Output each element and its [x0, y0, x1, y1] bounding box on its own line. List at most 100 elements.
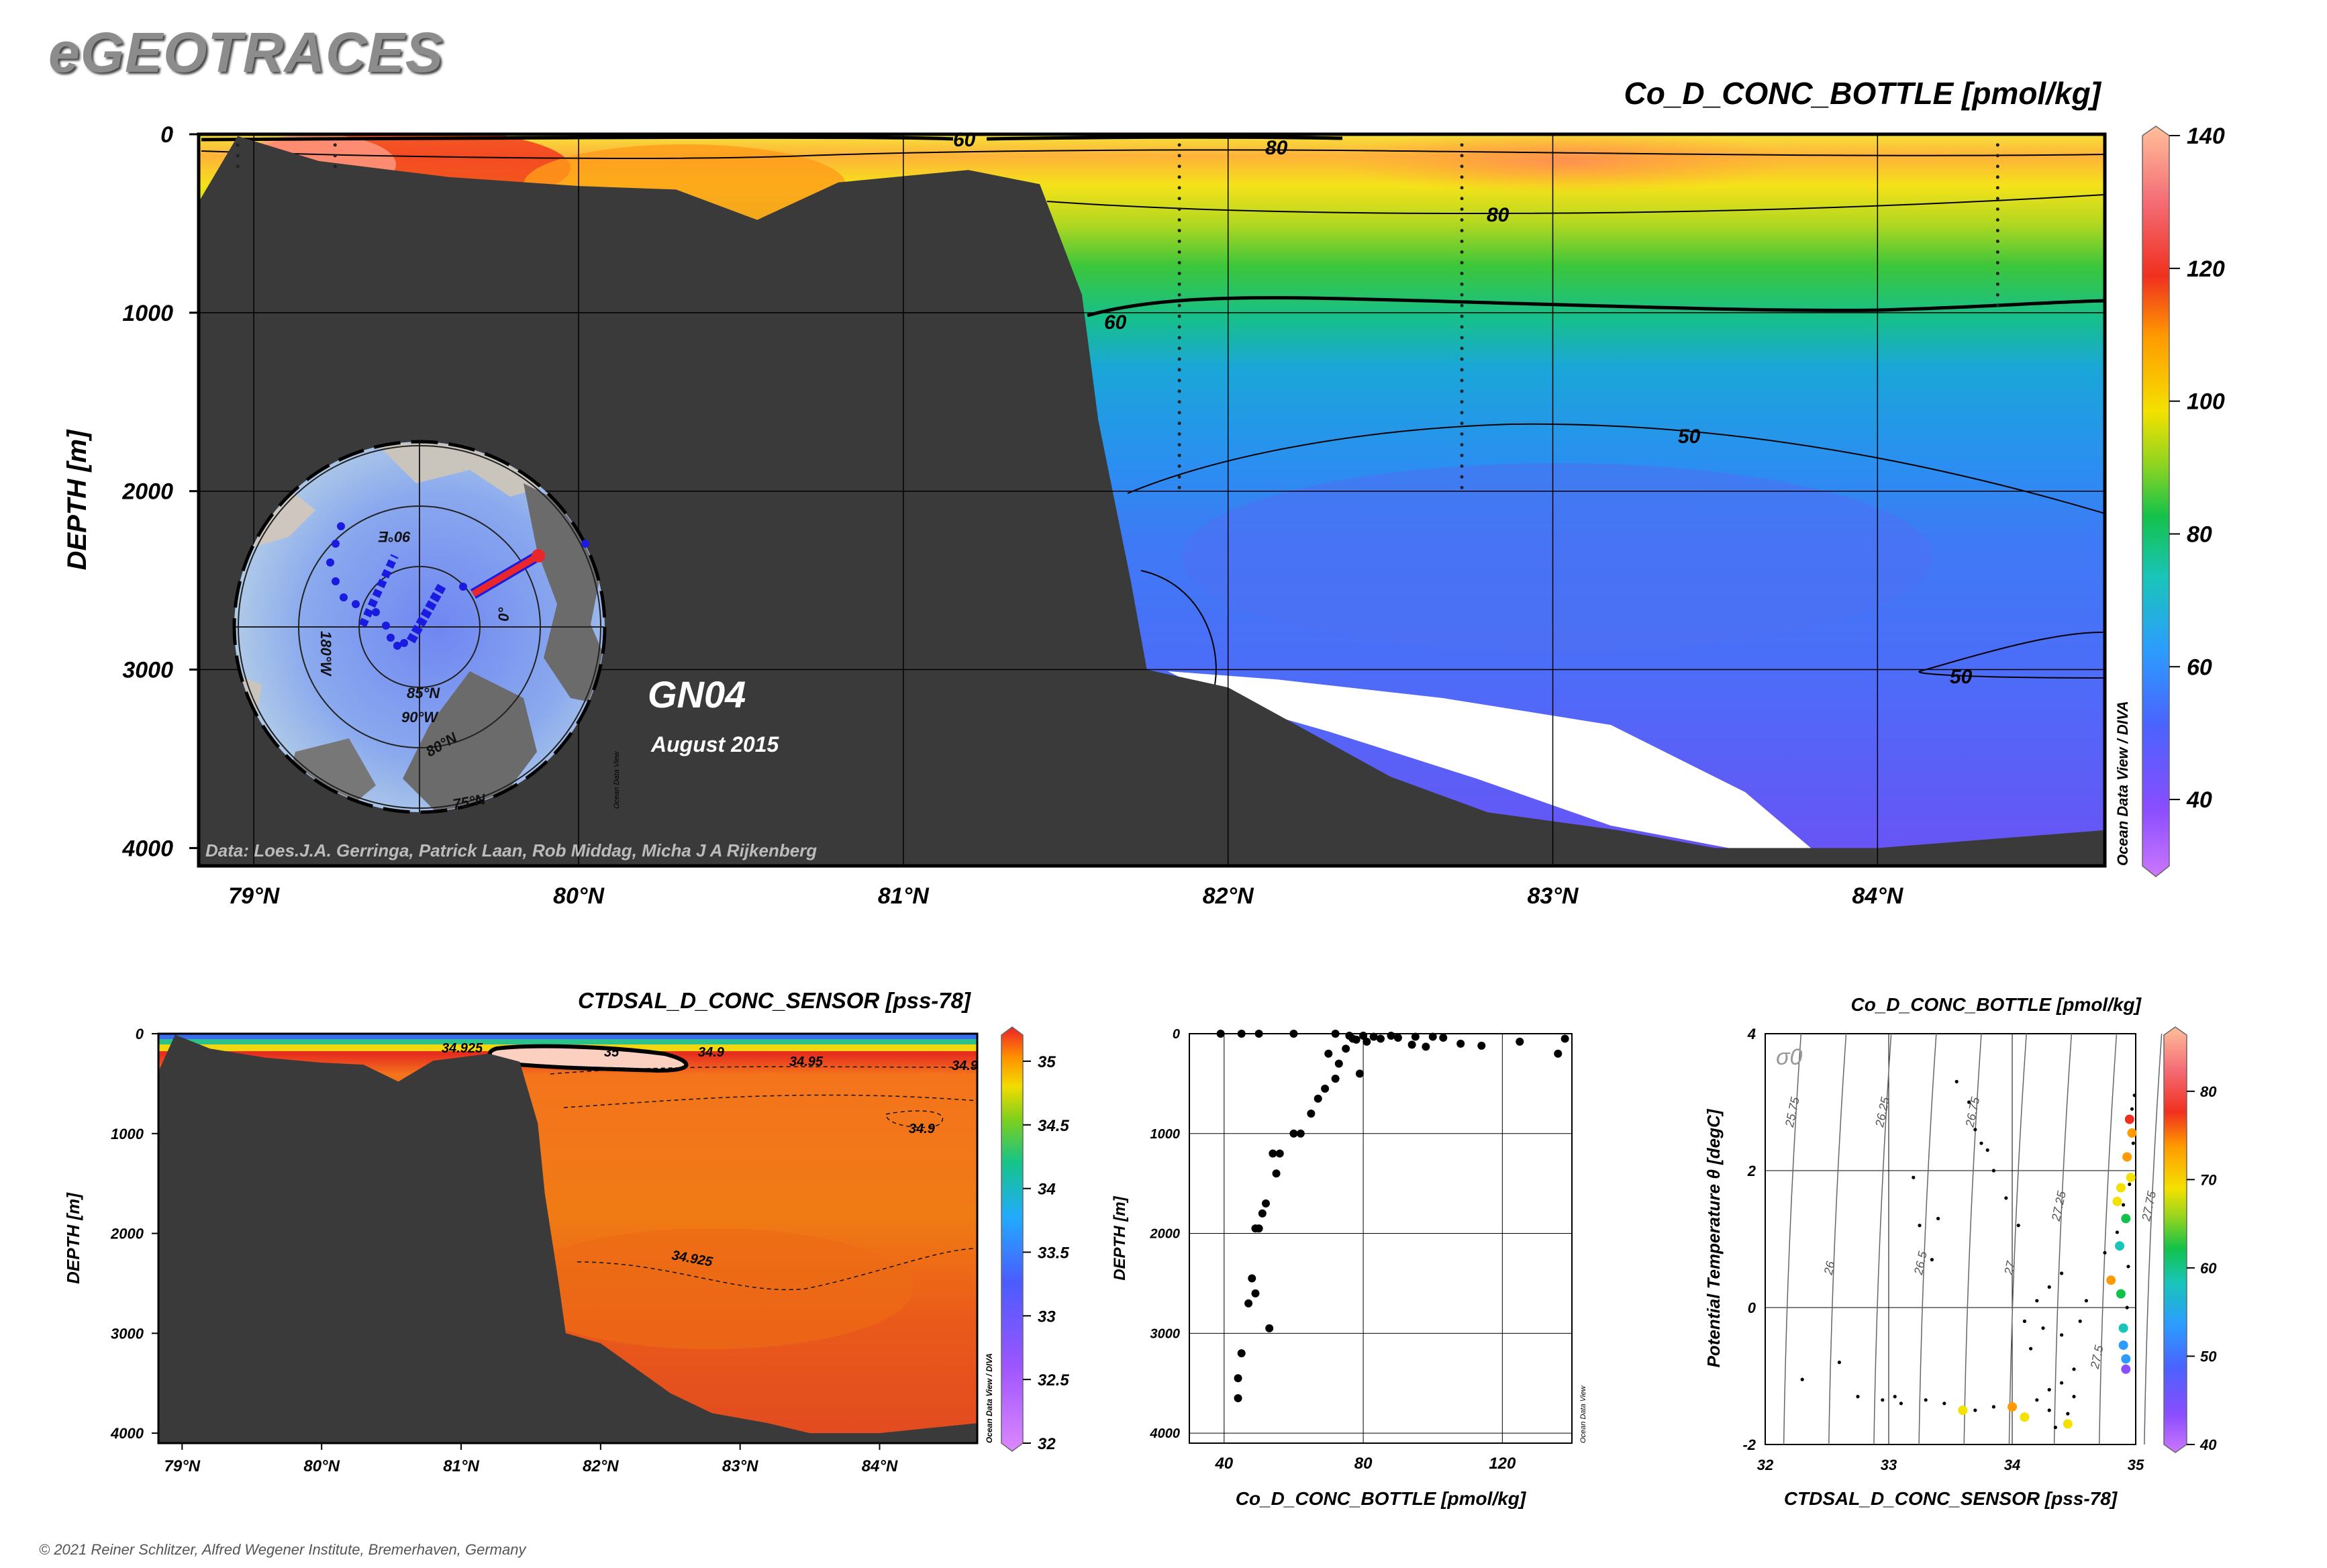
ts-black-point — [1954, 1079, 1959, 1083]
profile-point — [1307, 1110, 1316, 1118]
profile-point — [1387, 1031, 1395, 1040]
ts-colored-point — [2118, 1340, 2128, 1351]
main-sample-point — [1177, 432, 1181, 436]
sal-y-tick: 2000 — [110, 1226, 144, 1242]
main-sample-point — [1460, 379, 1464, 383]
main-sample-point — [1460, 454, 1464, 458]
map-frame — [232, 440, 607, 814]
ts-y-axis: -2 0 2 4 — [1742, 1026, 1756, 1453]
main-sample-point — [1177, 271, 1181, 275]
profile-point — [1407, 1040, 1416, 1049]
ts-black-point — [2128, 1182, 2132, 1186]
main-odv-tag: Ocean Data View / DIVA — [2114, 701, 2131, 866]
main-cb-tick: 60 — [2187, 654, 2212, 680]
profile-x-tick: 40 — [1214, 1455, 1233, 1473]
profile-point — [1331, 1030, 1340, 1038]
main-sample-point — [1177, 336, 1181, 340]
map-stations — [326, 522, 589, 650]
ts-black-point — [2022, 1319, 2026, 1323]
ts-black-point — [1967, 1100, 1971, 1104]
ts-colorbar-ticks: 40 50 60 70 80 — [2187, 1083, 2217, 1453]
ts-black-point — [2047, 1387, 2051, 1391]
profile-point — [1251, 1224, 1260, 1233]
ts-gridlines — [1765, 1034, 2136, 1444]
profile-point — [1342, 1044, 1350, 1053]
ts-isopycnal — [1918, 1033, 1937, 1445]
map-label-85n: 85°N — [407, 685, 440, 701]
sal-x-tick: 81°N — [443, 1457, 479, 1475]
profile-point — [1377, 1034, 1385, 1043]
main-sample-point — [1177, 379, 1181, 383]
main-sample-point — [1460, 218, 1464, 222]
sal-frame — [157, 1032, 979, 1444]
sal-contour-3495 — [563, 1094, 977, 1108]
ts-black-point — [2035, 1398, 2039, 1402]
ts-colored-point — [2124, 1114, 2134, 1124]
profile-x-tick: 120 — [1489, 1455, 1516, 1473]
ts-black-point — [1973, 1408, 1977, 1412]
main-sample-point — [1177, 346, 1181, 350]
ts-cb-tick: 70 — [2200, 1171, 2217, 1188]
profile-point — [1234, 1374, 1242, 1383]
sal-y-axis: 0 1000 2000 3000 4000 — [110, 1026, 158, 1442]
main-sample-point — [1995, 175, 1999, 179]
ts-black-point — [2060, 1333, 2064, 1337]
main-sample-point — [1177, 422, 1181, 426]
sal-cb-tick: 32 — [1038, 1435, 1056, 1453]
sal-colorbar: 35 34.5 34 33.5 33 32.5 32 — [1001, 1026, 1069, 1453]
main-sample-point — [1995, 260, 1999, 264]
profile-point — [1314, 1094, 1322, 1103]
profile-points — [1216, 1030, 1569, 1403]
main-sample-point — [1460, 464, 1464, 468]
ts-black-point — [2130, 1107, 2134, 1111]
ts-black-point — [1856, 1395, 1860, 1399]
main-sample-point — [1177, 218, 1181, 222]
main-sample-point — [333, 154, 337, 158]
main-sample-point — [1995, 186, 1999, 190]
ts-black-point — [1837, 1361, 1841, 1365]
main-contours — [201, 135, 2105, 685]
main-sample-point — [1995, 271, 1999, 275]
main-deep-low — [1181, 463, 1933, 651]
main-sample-point — [1460, 271, 1464, 275]
contour-50-upper — [1127, 423, 2105, 514]
map-track-red — [471, 552, 540, 597]
map-station — [340, 593, 348, 601]
ts-black-point — [2016, 1224, 2020, 1228]
copyright: © 2021 Reiner Schlitzer, Alfred Wegener … — [39, 1541, 526, 1558]
map-station — [393, 642, 401, 650]
main-sample-point — [1460, 207, 1464, 211]
ts-black-point — [2041, 1326, 2045, 1330]
main-sample-point — [1460, 422, 1464, 426]
main-sample-point — [1177, 229, 1181, 233]
contour-label-50-right: 50 — [1950, 666, 1973, 688]
main-x-axis: 79°N 80°N 81°N 82°N 83°N 84°N — [228, 883, 1903, 909]
main-sample-point — [1177, 475, 1181, 479]
ts-x-axis: 32 33 34 35 — [1757, 1457, 2144, 1473]
main-y-tick: 1000 — [122, 301, 173, 326]
ts-black-point — [2122, 1203, 2126, 1207]
profile-point — [1269, 1149, 1277, 1158]
contour-80 — [1046, 194, 2105, 215]
main-sample-point — [1460, 240, 1464, 244]
profile-point — [1516, 1037, 1524, 1046]
map-grid — [235, 443, 604, 812]
main-sample-point — [1177, 207, 1181, 211]
map-label-90w: 90°W — [401, 709, 439, 726]
main-y-tick: 4000 — [121, 836, 173, 861]
sal-x-tick: 79°N — [164, 1457, 201, 1475]
map-station — [352, 600, 360, 608]
map-station — [581, 540, 589, 548]
ts-colored-point — [2063, 1419, 2073, 1429]
map-station — [326, 558, 334, 567]
main-sample-point — [1177, 154, 1181, 158]
ts-black-point — [2060, 1381, 2064, 1385]
main-cb-tick: 80 — [2187, 522, 2212, 547]
main-sample-point — [1460, 314, 1464, 318]
main-sample-point — [1177, 325, 1181, 329]
main-sample-profiles — [236, 134, 1999, 489]
profile-xlabel: Co_D_CONC_BOTTLE [pmol/kg] — [1236, 1488, 1527, 1509]
main-cb-tick: 140 — [2187, 124, 2225, 149]
main-cb-tick: 120 — [2187, 256, 2225, 282]
profile-point — [1477, 1041, 1486, 1050]
